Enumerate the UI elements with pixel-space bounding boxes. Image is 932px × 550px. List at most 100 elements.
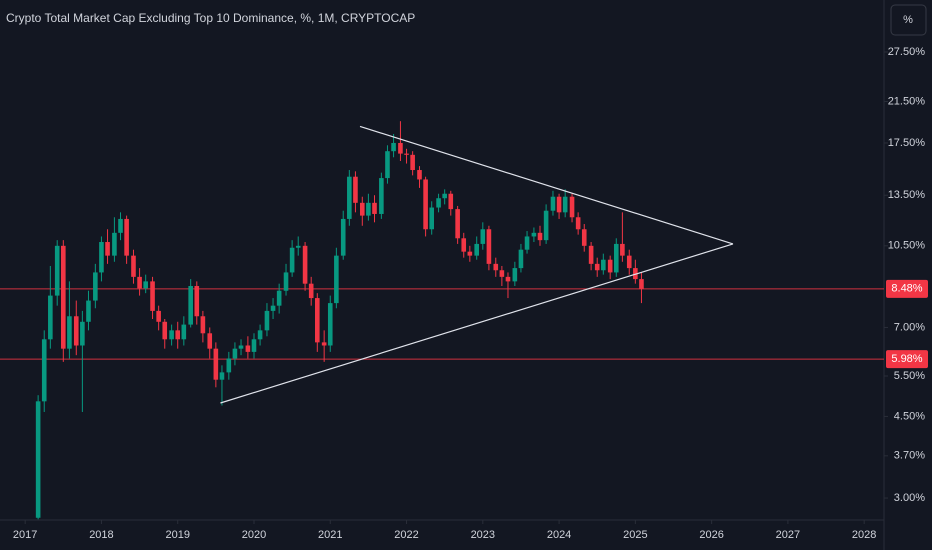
candle-body (486, 229, 492, 264)
y-tick-label: 3.00% (894, 492, 925, 504)
candle-body (620, 243, 625, 256)
candle-body (480, 229, 486, 244)
candle-body (594, 263, 600, 271)
candle-body (188, 286, 193, 325)
candle-body (359, 202, 365, 216)
candle-body (531, 232, 537, 237)
candle-body (398, 142, 403, 154)
candle-body (543, 210, 549, 241)
candle-body (200, 316, 206, 334)
x-tick-label: 2027 (776, 529, 800, 541)
candle-body (366, 202, 371, 216)
chart-title: Crypto Total Market Cap Excluding Top 10… (6, 11, 415, 25)
candle-body (639, 279, 644, 289)
candle-body (181, 324, 187, 340)
candle-body (73, 316, 79, 346)
candle-body (314, 298, 320, 343)
candle-body (226, 358, 232, 373)
candle-body (524, 236, 530, 250)
candle-body (169, 330, 174, 340)
y-tick-label: 27.50% (888, 46, 926, 58)
candle-body (562, 196, 568, 213)
candle-body (302, 245, 308, 284)
trendline (359, 125, 734, 245)
candle-body (289, 247, 295, 273)
candle-body (213, 348, 219, 380)
candle-body (467, 251, 473, 256)
candle-body (251, 339, 257, 352)
candle-body (429, 207, 435, 230)
x-tick-label: 2028 (852, 529, 876, 541)
candle-body (41, 339, 47, 402)
x-tick-label: 2026 (699, 529, 723, 541)
x-tick-label: 2022 (394, 529, 418, 541)
y-tick-label: 7.00% (894, 321, 925, 333)
candle-body (150, 281, 155, 311)
candle-body (131, 255, 136, 277)
price-label: 8.48% (891, 283, 922, 295)
candle-body (112, 232, 117, 256)
candle-body (67, 316, 72, 349)
candle-body (295, 245, 301, 248)
y-tick-label: 10.50% (888, 240, 926, 252)
y-tick-label: 17.50% (888, 137, 926, 149)
candle-body (264, 310, 270, 331)
trendline (220, 243, 734, 404)
scale-button[interactable] (890, 4, 927, 36)
candle-body (550, 196, 556, 211)
candle-body (54, 245, 60, 296)
candle-body (410, 154, 415, 171)
x-tick-label: 2017 (13, 529, 37, 541)
candle-body (334, 255, 339, 304)
candle-body (556, 196, 562, 213)
scale-button-label[interactable]: % (903, 14, 913, 26)
candle-body (80, 321, 85, 346)
candle-body (308, 283, 314, 299)
candle-body (245, 345, 251, 352)
candle-body (512, 268, 518, 282)
candle-body (283, 272, 289, 291)
y-tick-label: 21.50% (888, 95, 926, 107)
candle-body (61, 245, 66, 349)
candle-body (626, 255, 632, 269)
x-tick-label: 2021 (318, 529, 342, 541)
price-label-box (886, 279, 928, 298)
candle-body (321, 342, 327, 346)
candle-body (474, 243, 480, 256)
candle-body (455, 209, 460, 239)
candle-body (143, 281, 148, 289)
x-tick-label: 2024 (547, 529, 571, 541)
candle-body (404, 153, 409, 155)
candle-body (607, 259, 613, 273)
candle-body (423, 179, 428, 230)
x-tick-label: 2025 (623, 529, 647, 541)
candle-body (372, 202, 377, 214)
candle-body (327, 303, 333, 346)
price-label: 5.98% (891, 353, 922, 365)
candle-body (499, 270, 505, 277)
candle-body (569, 196, 575, 218)
candle-body (257, 330, 263, 340)
candle-body (124, 218, 129, 256)
candle-body (207, 333, 213, 349)
candle-body (588, 245, 594, 264)
candle-body (448, 193, 454, 210)
price-label-box (886, 350, 928, 369)
candle-body (276, 290, 282, 306)
candle-body (347, 176, 352, 219)
x-tick-label: 2023 (471, 529, 495, 541)
candle-body (613, 243, 619, 273)
candle-body (219, 372, 225, 380)
candle-body (99, 242, 104, 273)
candle-body (391, 142, 396, 152)
candle-body (175, 330, 181, 340)
candle-body (505, 276, 511, 282)
y-tick-label: 5.50% (894, 370, 925, 382)
x-tick-label: 2018 (89, 529, 113, 541)
candle-body (156, 310, 161, 322)
candle-body (581, 229, 587, 246)
candle-body (232, 348, 238, 359)
candle-body (86, 300, 91, 322)
